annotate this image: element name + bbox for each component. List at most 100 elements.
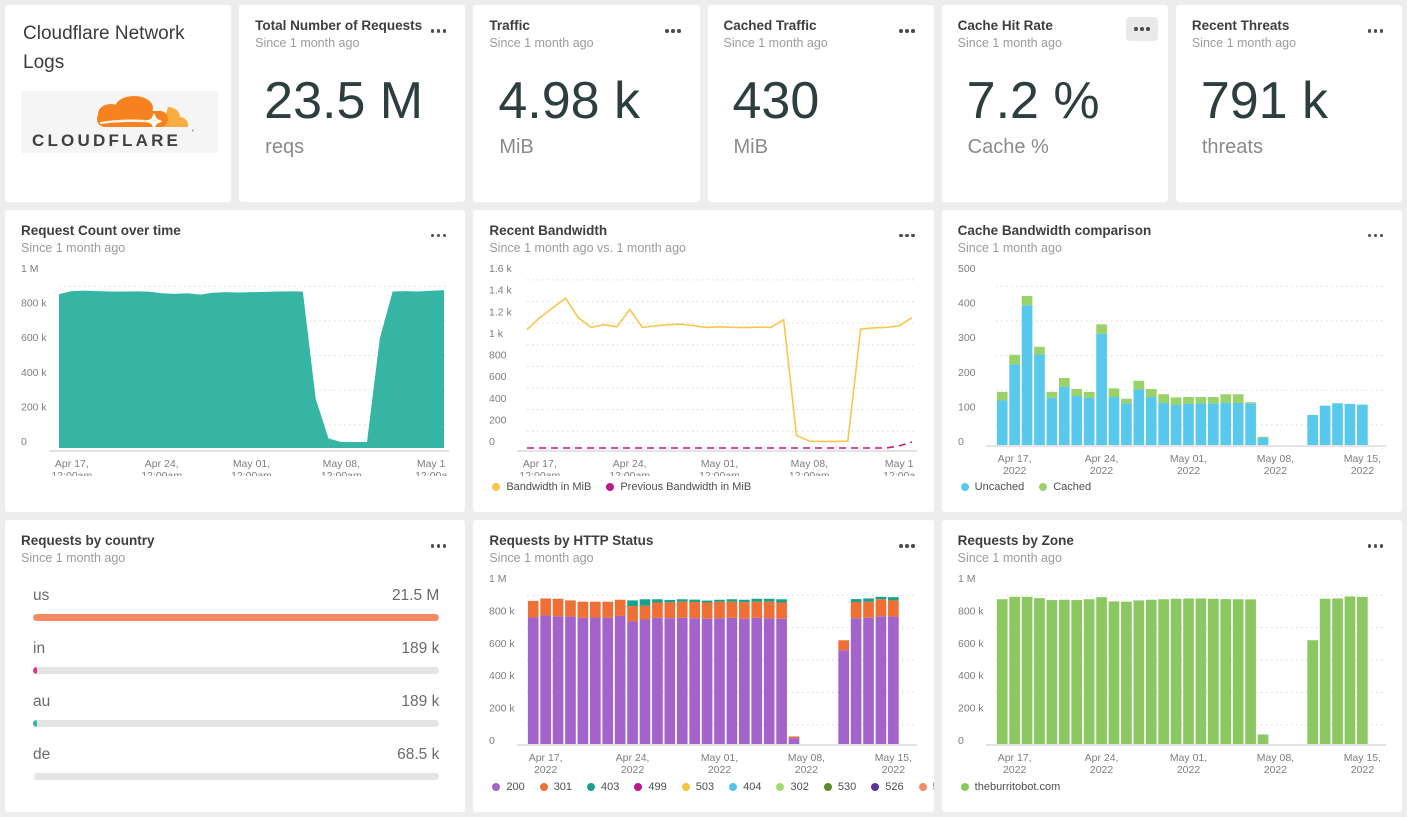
panel-menu-button[interactable] <box>426 538 452 554</box>
legend-item-526[interactable]: 526 <box>871 781 904 793</box>
panel-menu-button[interactable] <box>1363 23 1389 39</box>
panel-menu-button[interactable] <box>1126 17 1158 41</box>
panel-stat-traffic: Traffic Since 1 month ago 4.98 k MiB <box>473 5 700 202</box>
legend-item-theburritobot.com[interactable]: theburritobot.com <box>960 781 1060 793</box>
legend-item-previous-bandwidth-in-mib[interactable]: Previous Bandwidth in MiB <box>606 481 751 493</box>
svg-text:0: 0 <box>958 735 964 747</box>
svg-text:2022: 2022 <box>795 764 819 775</box>
bar-segment <box>1207 402 1219 446</box>
panel-menu-button[interactable] <box>894 23 920 39</box>
chart-legend: theburritobot.com <box>958 775 1386 799</box>
legend-item-403[interactable]: 403 <box>587 781 619 793</box>
panel-menu-button[interactable] <box>1363 538 1389 554</box>
country-bar-fill <box>33 720 37 728</box>
http-status-chart[interactable]: 1 M 800 k 600 k 400 k 200 k 0 Apr 17, 2022 Apr 2… <box>489 571 918 776</box>
legend-color-dot <box>960 783 969 791</box>
zone-chart[interactable]: 1 M 800 k 600 k 400 k 200 k 0 Apr 17, 2022 Apr 2… <box>958 571 1386 776</box>
legend-item-200[interactable]: 200 <box>492 781 525 793</box>
panel-menu-button[interactable] <box>660 23 686 39</box>
bar-segment <box>1170 397 1182 405</box>
panel-menu-button[interactable] <box>426 228 452 244</box>
svg-text:2022: 2022 <box>621 764 645 775</box>
cache-bandwidth-chart[interactable]: 500 400 300 200 100 0 Apr 17, 2022 Apr 24, 2022 Ma… <box>958 261 1386 477</box>
cloudflare-cloud-icon <box>96 96 188 130</box>
bar-segment <box>1021 305 1033 446</box>
legend-item-bandwidth-in-mib[interactable]: Bandwidth in MiB <box>492 481 591 493</box>
svg-text:800 k: 800 k <box>489 606 515 618</box>
svg-text:800 k: 800 k <box>958 606 984 618</box>
legend-item-uncached[interactable]: Uncached <box>960 481 1024 493</box>
svg-text:2022: 2022 <box>1003 764 1027 775</box>
bar-segment <box>851 618 862 746</box>
panel-menu-button[interactable] <box>894 228 920 244</box>
country-bar-track <box>33 720 440 728</box>
country-bar-gauge[interactable]: us 21.5 M in 189 k au 189 k de 68.5 k <box>21 587 449 799</box>
bar-segment <box>1095 333 1107 446</box>
bar-segment <box>553 616 564 746</box>
svg-text:Apr 17,: Apr 17, <box>523 458 557 470</box>
bar-segment <box>1008 363 1020 446</box>
bar-segment <box>996 391 1008 401</box>
panel-subtitle: Since 1 month ago <box>489 551 594 566</box>
panel-menu-button[interactable] <box>1363 228 1389 244</box>
legend-item-301[interactable]: 301 <box>539 781 572 793</box>
bar-segment <box>739 602 751 620</box>
svg-text:500: 500 <box>958 263 976 275</box>
bar-segment <box>1071 395 1082 446</box>
panel-title: Cache Hit Rate <box>957 18 1053 33</box>
request-count-chart[interactable]: 1 M 800 k 600 k 400 k 200 k 0 Apr 17, 12:00am Ap… <box>21 261 449 482</box>
panel-requests-by-http-status: Requests by HTTP Status Since 1 month ag… <box>473 520 934 812</box>
stat-value: 7.2 % <box>966 72 1100 130</box>
bar-segment <box>664 618 676 746</box>
svg-text:May 15,: May 15, <box>1343 453 1380 465</box>
svg-text:400: 400 <box>489 393 507 405</box>
bar-segment <box>726 599 738 603</box>
svg-text:May 1: May 1 <box>885 458 914 470</box>
cloudflare-trademark-tick: ' <box>192 128 194 138</box>
legend-item-404[interactable]: 404 <box>729 781 761 793</box>
bar-segment <box>1244 402 1256 446</box>
bar-segment <box>1307 640 1318 746</box>
legend-item-499[interactable]: 499 <box>634 781 667 793</box>
bar-segment <box>689 602 701 619</box>
svg-text:May 1: May 1 <box>417 458 446 470</box>
bar-segment <box>1195 396 1206 403</box>
legend-color-dot <box>823 783 832 791</box>
bar-segment <box>1356 597 1368 746</box>
legend-item-530[interactable]: 530 <box>823 781 856 793</box>
legend-item-302[interactable]: 302 <box>776 781 809 793</box>
panel-logo: Cloudflare Network Logs CLOUDFLARE ' <box>5 5 232 202</box>
legend-label: 302 <box>790 781 809 793</box>
legend-label: 524 <box>933 781 934 793</box>
bar-segment <box>714 600 726 603</box>
svg-text:Apr 17,: Apr 17, <box>55 458 89 470</box>
bar-segment <box>590 602 601 618</box>
bar-segment <box>590 617 601 746</box>
panel-menu-button[interactable] <box>426 23 452 39</box>
stat-unit: MiB <box>499 135 534 158</box>
legend-item-524[interactable]: 524 <box>918 781 934 793</box>
bar-segment <box>677 618 688 746</box>
svg-text:Apr 17,: Apr 17, <box>997 752 1031 764</box>
panel-stat-cached-traffic: Cached Traffic Since 1 month ago 430 MiB <box>707 5 934 202</box>
legend-item-503[interactable]: 503 <box>681 781 714 793</box>
bar-segment <box>664 600 676 603</box>
bar-segment <box>627 606 639 622</box>
bar-segment <box>677 602 688 619</box>
panel-title: Recent Threats <box>1191 18 1290 33</box>
stat-value: 430 <box>732 72 820 130</box>
svg-text:Apr 24,: Apr 24, <box>1084 752 1118 764</box>
stat-value: 4.98 k <box>498 72 640 130</box>
country-label: us <box>33 587 50 605</box>
panel-subtitle: Since 1 month ago vs. 1 month ago <box>489 240 686 255</box>
bar-segment <box>1344 596 1355 746</box>
bar-segment <box>851 602 862 619</box>
bar-segment <box>1356 404 1368 446</box>
bar-segment <box>615 600 626 617</box>
legend-color-dot <box>1039 483 1048 492</box>
panel-menu-button[interactable] <box>894 538 920 554</box>
legend-color-dot <box>606 483 615 492</box>
legend-item-cached[interactable]: Cached <box>1039 481 1091 493</box>
